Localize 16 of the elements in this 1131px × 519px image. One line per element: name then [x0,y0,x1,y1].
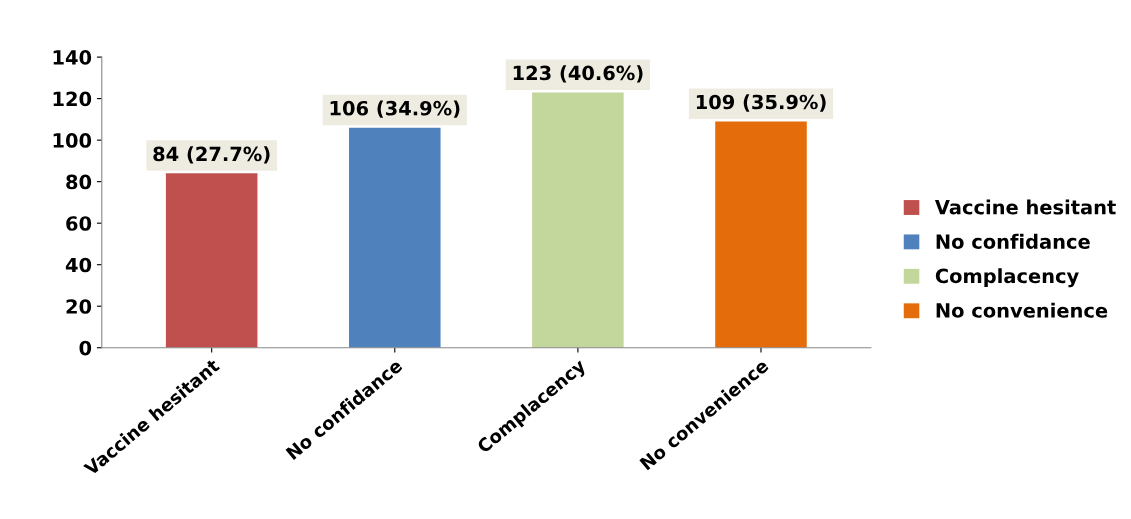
legend-label: No convenience [936,302,1108,318]
y-tick-label: 40 [65,257,92,273]
y-tick-label: 0 [79,340,92,356]
data-label: 123 (40.6%) [513,65,643,83]
legend-label: Complacency [935,268,1079,288]
y-tick-label: 20 [66,299,92,314]
data-label: 106 (34.9%) [330,100,460,118]
data-label: 109 (35.9%) [696,94,826,112]
legend-label: No confidance [936,233,1090,249]
y-tick-label: 80 [66,174,92,190]
y-tick-label: 100 [53,133,92,148]
y-tick-label: 140 [53,50,92,65]
y-tick-label: 120 [53,91,92,107]
legend-label: Vaccine hesitant [934,199,1116,215]
data-label: 84 (27.7%) [153,146,270,164]
y-tick-label: 60 [66,216,92,231]
